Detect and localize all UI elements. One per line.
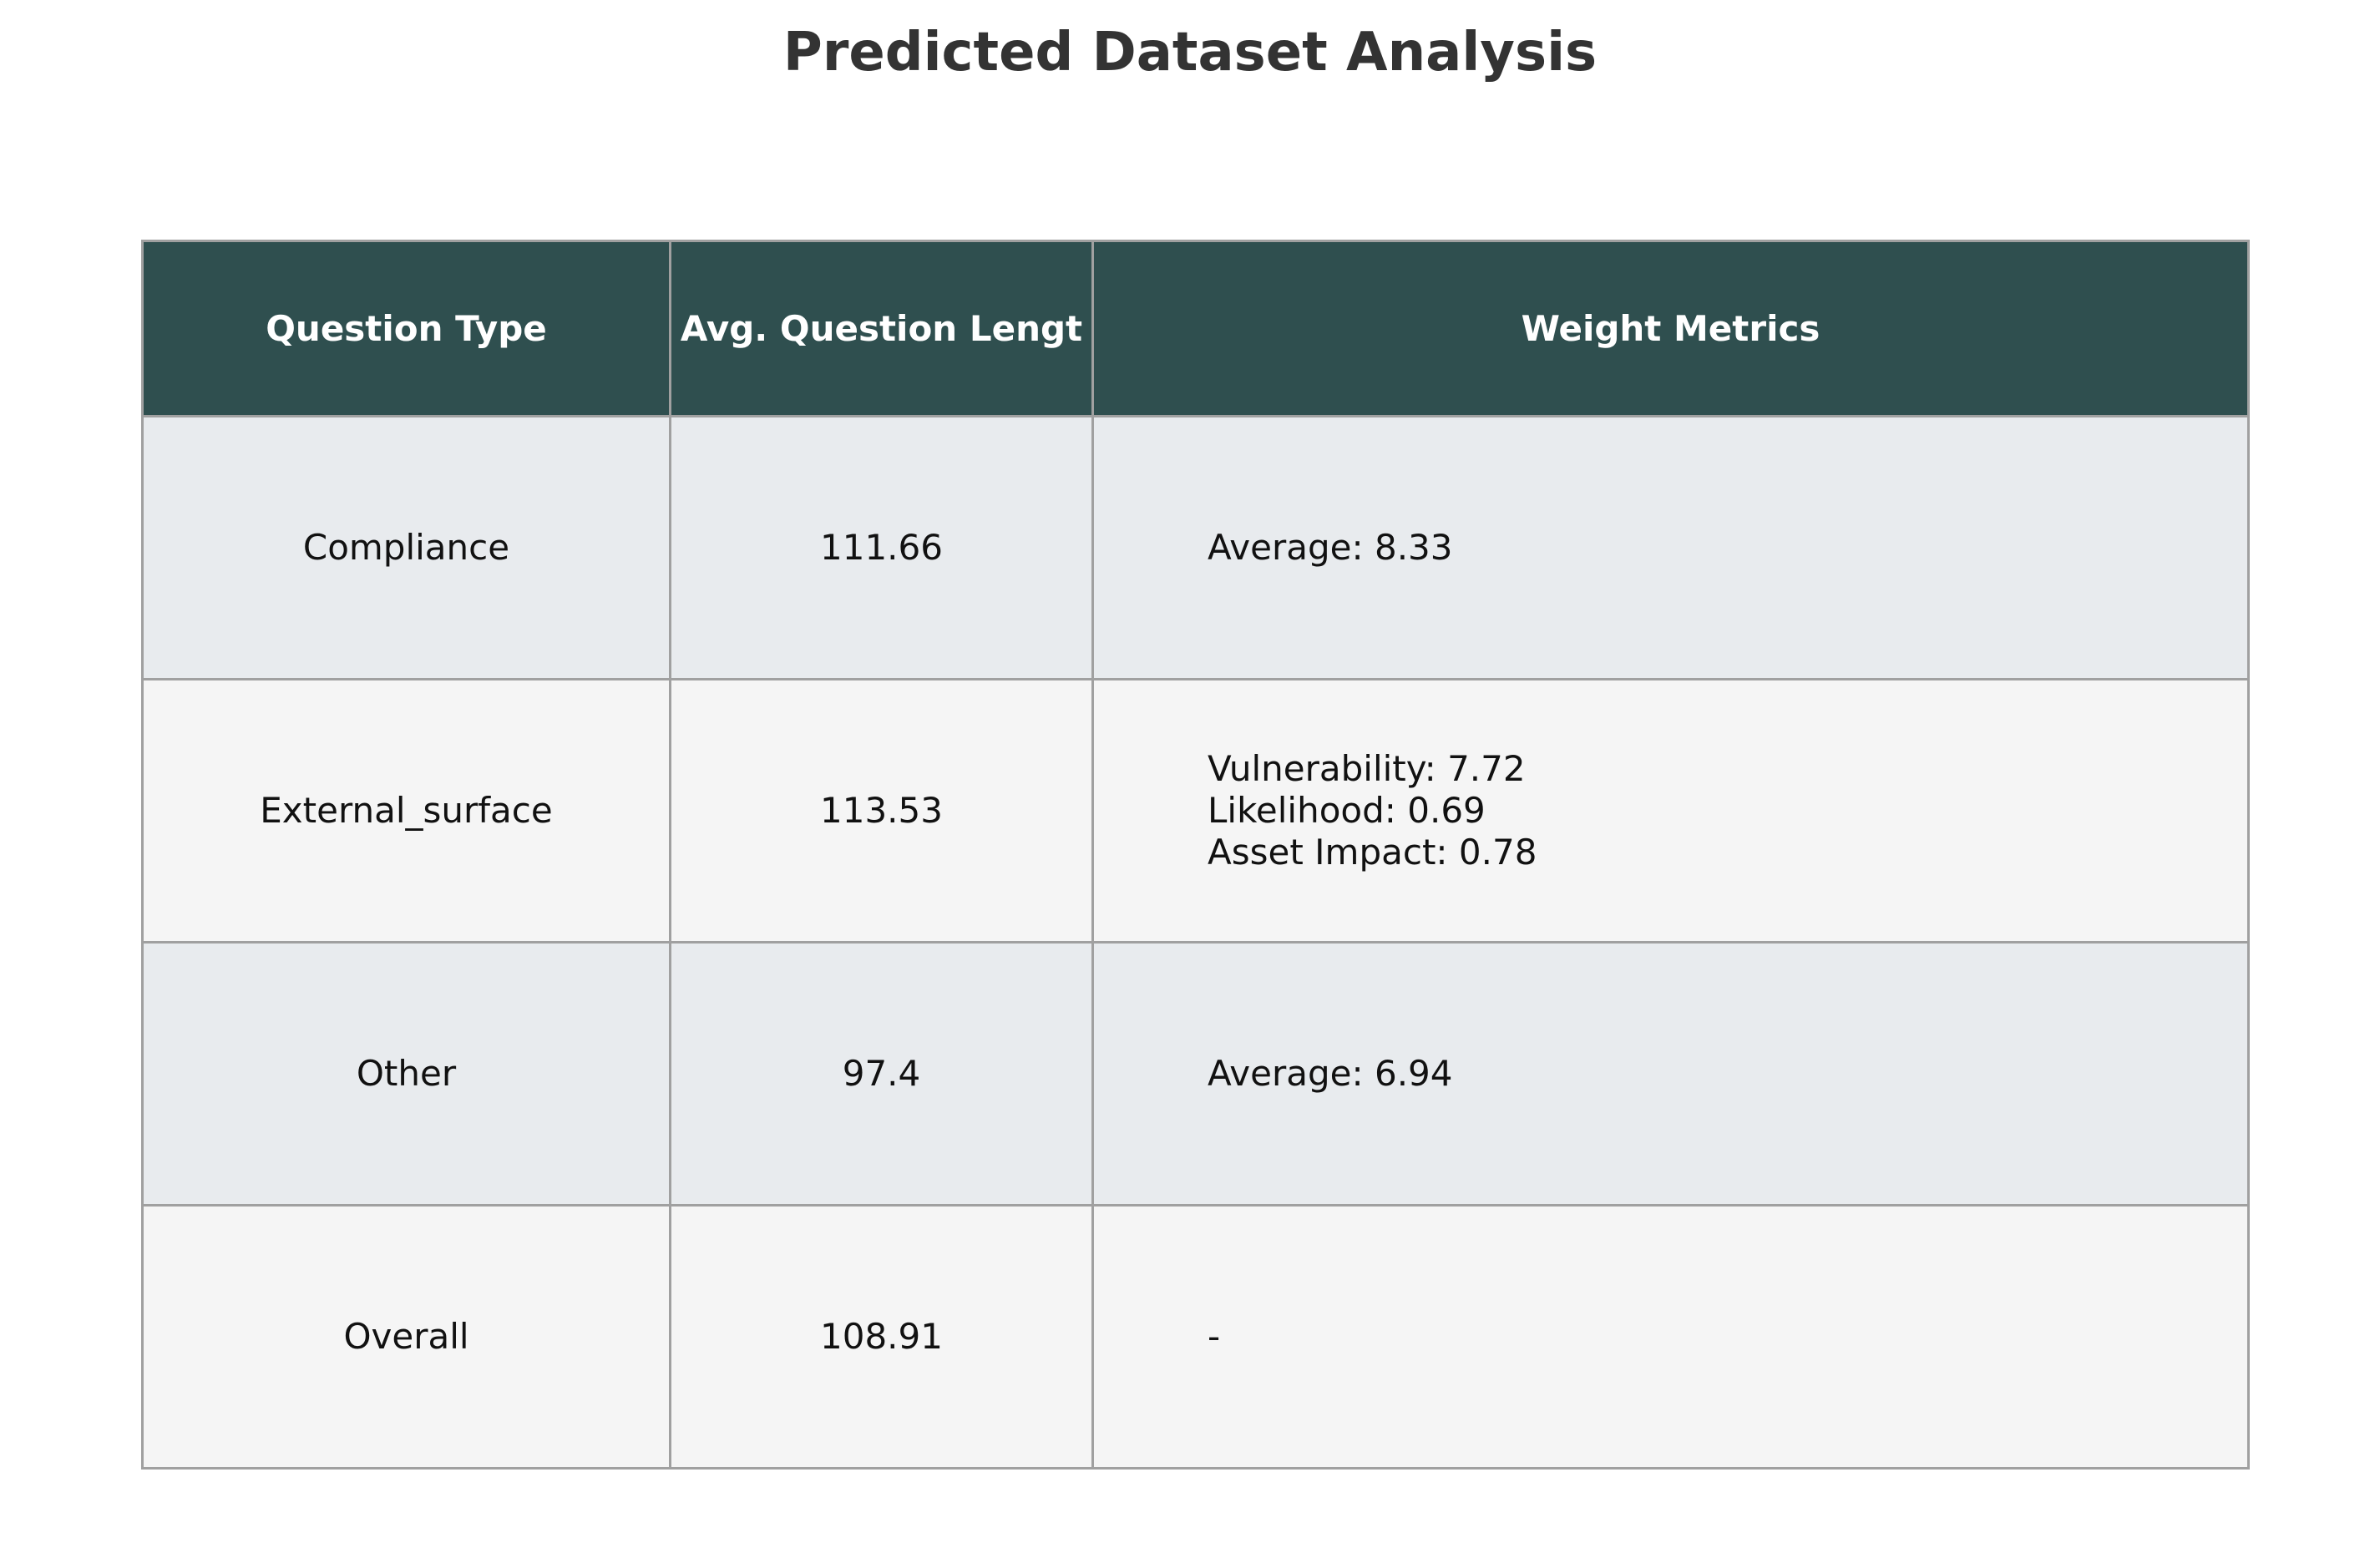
cell-question-type: Overall [141, 1204, 671, 1470]
metric-line: Average: 8.33 [1208, 527, 1453, 568]
metric-line: Vulnerability: 7.72 [1208, 748, 1526, 789]
cell-weight-metrics: Average: 8.33 [1091, 415, 2250, 680]
cell-question-type: Compliance [141, 415, 671, 680]
cell-avg-length: 113.53 [669, 678, 1094, 943]
metric-line: Likelihood: 0.69 [1208, 790, 1486, 831]
metric-line: Asset Impact: 0.78 [1208, 832, 1537, 873]
table-row: Compliance 111.66 Average: 8.33 [141, 415, 2250, 680]
data-table-container: Question Type Avg. Question Lengt Weight… [141, 240, 2250, 1470]
header-row: Question Type Avg. Question Lengt Weight… [141, 240, 2250, 417]
metric-line: Average: 6.94 [1208, 1053, 1453, 1094]
table-row: Other 97.4 Average: 6.94 [141, 941, 2250, 1207]
table-row: Overall 108.91 - [141, 1204, 2250, 1470]
cell-avg-length: 108.91 [669, 1204, 1094, 1470]
cell-avg-length: 111.66 [669, 415, 1094, 680]
metric-line: - [1208, 1316, 1221, 1357]
cell-weight-metrics: - [1091, 1204, 2250, 1470]
cell-avg-length: 97.4 [669, 941, 1094, 1207]
table-row: External_surface 113.53 Vulnerability: 7… [141, 678, 2250, 943]
cell-question-type: Other [141, 941, 671, 1207]
cell-question-type: External_surface [141, 678, 671, 943]
cell-weight-metrics: Vulnerability: 7.72 Likelihood: 0.69 Ass… [1091, 678, 2250, 943]
data-table: Question Type Avg. Question Lengt Weight… [141, 240, 2250, 1470]
chart-title: Predicted Dataset Analysis [782, 22, 1598, 83]
header-weight-metrics: Weight Metrics [1091, 240, 2250, 417]
header-question-type: Question Type [141, 240, 671, 417]
header-avg-question-length: Avg. Question Lengt [669, 240, 1094, 417]
cell-weight-metrics: Average: 6.94 [1091, 941, 2250, 1207]
